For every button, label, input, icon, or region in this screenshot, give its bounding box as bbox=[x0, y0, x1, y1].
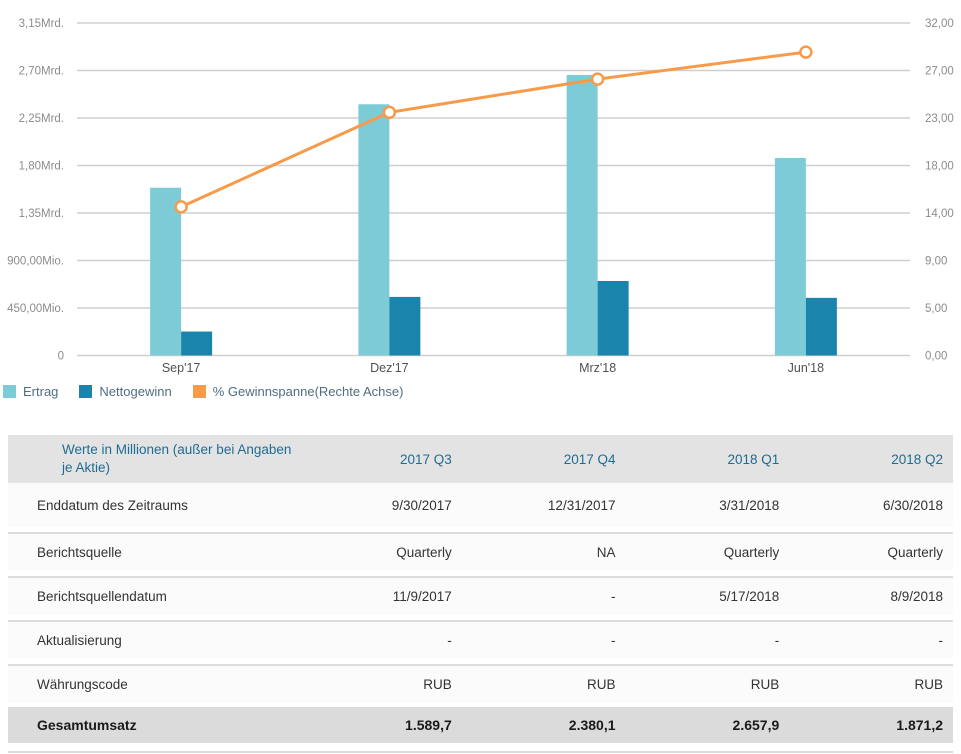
x-axis-category-label: Mrz'18 bbox=[579, 361, 616, 375]
total-cell: 1.589,7 bbox=[405, 717, 452, 734]
gewinnspanne-marker[interactable] bbox=[382, 105, 397, 120]
cell: - bbox=[774, 633, 780, 649]
financials-table: Werte in Millionen (außer bei Angaben je… bbox=[8, 435, 953, 754]
bar-ertrag[interactable] bbox=[150, 187, 182, 356]
y-axis-right-tick-label: 32,00 bbox=[925, 18, 954, 30]
column-header-2017-q4: 2017 Q4 bbox=[563, 451, 616, 467]
table-row-waehrungscode: Währungscode RUB RUB RUB RUB bbox=[8, 664, 953, 704]
y-axis-left-tick-label: 1,80Mrd. bbox=[19, 161, 64, 173]
cell: 5/17/2018 bbox=[719, 589, 780, 605]
y-axis-right-tick-label: 9,00 bbox=[925, 256, 947, 268]
table-row-berichtsquelle: Berichtsquelle Quarterly NA Quarterly Qu… bbox=[8, 532, 953, 572]
cell: 11/9/2017 bbox=[392, 589, 452, 605]
y-axis-right-tick-label: 14,00 bbox=[925, 208, 954, 220]
cell: - bbox=[611, 589, 616, 605]
table-title: Werte in Millionen (außer bei Angaben je… bbox=[62, 442, 292, 476]
y-axis-right-tick-label: 27,00 bbox=[925, 66, 954, 78]
row-label: Berichtsquelle bbox=[37, 545, 122, 561]
cell: 8/9/2018 bbox=[890, 589, 943, 605]
y-axis-right-tick-label: 23,00 bbox=[925, 113, 954, 125]
bar-ertrag[interactable] bbox=[774, 157, 806, 356]
cell: 6/30/2018 bbox=[882, 497, 943, 513]
cell: 3/31/2018 bbox=[719, 497, 780, 513]
y-axis-left-tick-label: 3,15Mrd. bbox=[19, 18, 64, 30]
row-label: Enddatum des Zeitraums bbox=[37, 497, 188, 513]
cell: RUB bbox=[423, 677, 452, 693]
bar-nettogewinn[interactable] bbox=[389, 296, 421, 356]
legend-item-gewinnspanne[interactable]: % Gewinnspanne(Rechte Achse) bbox=[192, 384, 404, 399]
column-header-2017-q3: 2017 Q3 bbox=[399, 451, 452, 467]
total-cell: 1.871,2 bbox=[896, 717, 943, 734]
cell: Quarterly bbox=[396, 545, 452, 561]
chart-legend: Ertrag Nettogewinn % Gewinnspanne(Rechte… bbox=[0, 383, 961, 400]
x-axis-category-label: Jun'18 bbox=[788, 361, 824, 375]
cell: RUB bbox=[586, 677, 616, 693]
cell: - bbox=[611, 633, 616, 649]
bar-nettogewinn[interactable] bbox=[597, 280, 629, 356]
total-row-label: Gesamtumsatz bbox=[37, 717, 137, 734]
total-cell: 2.380,1 bbox=[568, 717, 616, 734]
y-axis-left-tick-label: 1,35Mrd. bbox=[19, 208, 64, 220]
combo-chart-svg: 3,15Mrd. 32,00 2,70Mrd. 27,00 2,25Mrd. 23,00 1… bbox=[7, 18, 954, 375]
bar-nettogewinn[interactable] bbox=[181, 331, 213, 356]
cell: Quarterly bbox=[887, 545, 943, 561]
row-label: Berichtsquellendatum bbox=[37, 589, 167, 605]
y-axis-right-tick-label: 18,00 bbox=[925, 161, 954, 173]
cell: RUB bbox=[750, 677, 780, 693]
table-bottom-divider bbox=[8, 751, 953, 754]
column-header-2018-q2: 2018 Q2 bbox=[891, 451, 943, 467]
table-row-enddatum: Enddatum des Zeitraums 9/30/2017 12/31/2… bbox=[8, 483, 953, 528]
y-axis-left-tick-label: 450,00Mio. bbox=[7, 303, 64, 315]
gewinnspanne-marker[interactable] bbox=[799, 45, 813, 59]
bar-nettogewinn[interactable] bbox=[805, 297, 837, 356]
column-header-2018-q1: 2018 Q1 bbox=[727, 451, 780, 467]
legend-label-nettogewinn: Nettogewinn bbox=[99, 384, 172, 399]
table-row-aktualisierung: Aktualisierung - - - - bbox=[8, 620, 953, 660]
cell: 12/31/2017 bbox=[547, 497, 616, 513]
bar-ertrag[interactable] bbox=[566, 74, 598, 356]
gewinnspanne-line[interactable] bbox=[180, 50, 807, 209]
y-axis-right-tick-label: 5,00 bbox=[925, 303, 947, 315]
row-label: Aktualisierung bbox=[37, 633, 122, 649]
gewinnspanne-marker[interactable] bbox=[590, 72, 605, 86]
y-axis-left-tick-label: 2,70Mrd. bbox=[19, 66, 64, 78]
gewinnspanne-color-swatch bbox=[192, 385, 206, 398]
cell: RUB bbox=[914, 677, 943, 693]
legend-label-ertrag: Ertrag bbox=[23, 384, 59, 399]
legend-item-nettogewinn[interactable]: Nettogewinn bbox=[79, 384, 172, 399]
cell: - bbox=[938, 633, 944, 649]
y-axis-left-tick-label: 2,25Mrd. bbox=[19, 113, 64, 125]
gewinnspanne-marker[interactable] bbox=[174, 200, 188, 214]
bar-ertrag[interactable] bbox=[358, 104, 390, 356]
x-axis-category-label: Dez'17 bbox=[370, 361, 409, 375]
legend-item-ertrag[interactable]: Ertrag bbox=[3, 384, 58, 399]
y-axis-left-tick-label: 0 bbox=[58, 351, 64, 363]
table-header-row: Werte in Millionen (außer bei Angaben je… bbox=[8, 435, 953, 484]
nettogewinn-color-swatch bbox=[79, 385, 93, 398]
cell: - bbox=[447, 633, 452, 649]
ertrag-color-swatch bbox=[3, 385, 16, 398]
y-axis-left-tick-label: 900,00Mio. bbox=[7, 256, 64, 268]
x-axis-category-label: Sep'17 bbox=[162, 361, 201, 375]
cell: Quarterly bbox=[723, 545, 780, 561]
revenue-margin-chart: 3,15Mrd. 32,00 2,70Mrd. 27,00 2,25Mrd. 23,00 1… bbox=[7, 18, 954, 375]
legend-label-gewinnspanne: % Gewinnspanne(Rechte Achse) bbox=[212, 384, 404, 399]
y-axis-right-tick-label: 0,00 bbox=[925, 351, 947, 363]
total-cell: 2.657,9 bbox=[732, 717, 780, 734]
cell: NA bbox=[596, 545, 616, 561]
table-row-gesamtumsatz: Gesamtumsatz 1.589,7 2.380,1 2.657,9 1.8… bbox=[8, 707, 953, 744]
cell: 9/30/2017 bbox=[391, 497, 452, 513]
row-label: Währungscode bbox=[37, 677, 128, 693]
table-row-berichtsquellendatum: Berichtsquellendatum 11/9/2017 - 5/17/20… bbox=[8, 576, 953, 616]
